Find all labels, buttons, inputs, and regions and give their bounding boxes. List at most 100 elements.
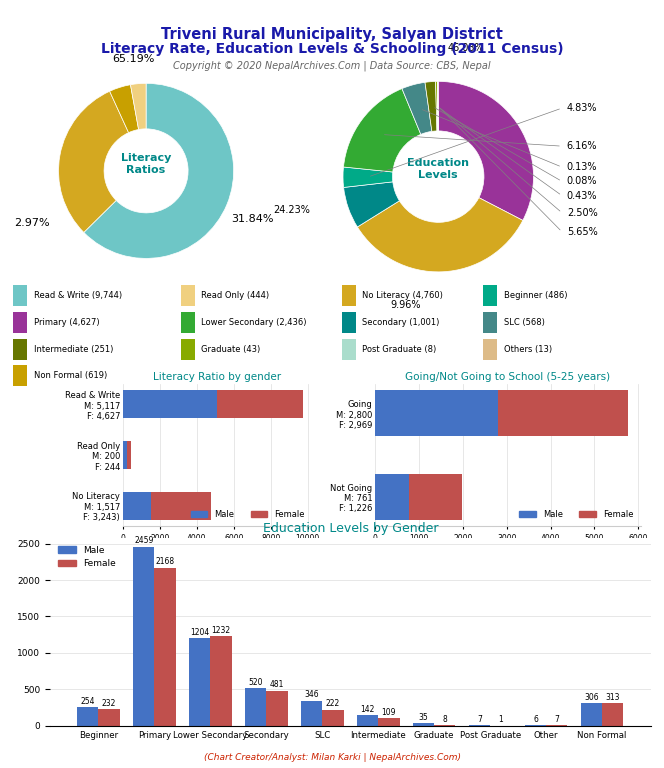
Bar [413,723,434,726]
Text: 9.96%: 9.96% [390,300,421,310]
Bar [154,568,175,726]
Wedge shape [402,82,432,134]
Bar [98,709,120,726]
Bar [378,718,400,726]
Text: 7: 7 [554,715,559,724]
FancyBboxPatch shape [13,285,27,306]
Text: 6: 6 [533,715,538,724]
Text: 232: 232 [102,699,116,707]
FancyBboxPatch shape [483,312,497,333]
Text: Literacy Rate, Education Levels & Schooling (2011 Census): Literacy Rate, Education Levels & School… [101,42,563,56]
Text: Intermediate (251): Intermediate (251) [34,345,113,354]
Bar [123,390,218,419]
Bar [245,688,266,726]
Text: Read & Write (9,744): Read & Write (9,744) [34,291,122,300]
Text: SLC (568): SLC (568) [504,318,544,327]
Text: No Literacy (4,760): No Literacy (4,760) [362,291,443,300]
Text: Post Graduate (8): Post Graduate (8) [362,345,436,354]
FancyBboxPatch shape [181,312,195,333]
Text: 142: 142 [361,705,374,714]
Text: 1232: 1232 [211,626,230,634]
Text: Primary (4,627): Primary (4,627) [34,318,100,327]
Text: 7: 7 [477,715,482,724]
Text: 2.97%: 2.97% [15,218,50,228]
Text: 8: 8 [442,715,448,724]
Text: 2459: 2459 [134,536,153,545]
Text: 24.23%: 24.23% [273,205,309,215]
Text: Triveni Rural Municipality, Salyan District: Triveni Rural Municipality, Salyan Distr… [161,27,503,42]
Wedge shape [58,91,129,233]
Title: Going/Not Going to School (5-25 years): Going/Not Going to School (5-25 years) [406,372,610,382]
Wedge shape [130,84,146,130]
FancyBboxPatch shape [181,285,195,306]
Text: 222: 222 [326,700,340,708]
Text: 481: 481 [270,680,284,690]
Bar [266,690,288,726]
Bar [210,636,232,726]
Wedge shape [343,167,393,187]
Bar [77,707,98,726]
Wedge shape [110,84,139,133]
Title: Education Levels by Gender: Education Levels by Gender [262,522,438,535]
Text: Literacy
Ratios: Literacy Ratios [121,153,171,174]
Text: Beginner (486): Beginner (486) [504,291,567,300]
Wedge shape [343,88,421,172]
Legend: Male, Female: Male, Female [54,542,120,572]
Text: 65.19%: 65.19% [112,54,154,64]
Bar [408,474,462,520]
Wedge shape [344,182,400,227]
Text: Graduate (43): Graduate (43) [201,345,260,354]
Bar [498,390,628,436]
Text: 5.65%: 5.65% [567,227,598,237]
Text: 254: 254 [80,697,95,706]
Title: Literacy Ratio by gender: Literacy Ratio by gender [153,372,282,382]
Legend: Male, Female: Male, Female [187,506,308,522]
FancyBboxPatch shape [13,312,27,333]
Text: (Chart Creator/Analyst: Milan Karki | NepalArchives.Com): (Chart Creator/Analyst: Milan Karki | Ne… [203,753,461,762]
Legend: Male, Female: Male, Female [516,506,637,522]
Text: 1204: 1204 [190,627,209,637]
Bar [151,492,211,520]
Text: 31.84%: 31.84% [232,214,274,224]
Text: 346: 346 [304,690,319,699]
Text: Secondary (1,001): Secondary (1,001) [362,318,440,327]
Bar [123,441,127,469]
Text: Copyright © 2020 NepalArchives.Com | Data Source: CBS, Nepal: Copyright © 2020 NepalArchives.Com | Dat… [173,61,491,71]
Wedge shape [425,81,437,131]
Text: 0.08%: 0.08% [567,177,598,187]
Text: 4.83%: 4.83% [567,103,598,113]
Bar [357,716,378,726]
FancyBboxPatch shape [13,365,27,386]
Text: 0.13%: 0.13% [567,162,598,172]
Bar [375,474,408,520]
Text: 35: 35 [419,713,428,722]
Text: 109: 109 [382,707,396,717]
FancyBboxPatch shape [483,285,497,306]
Text: 1: 1 [499,715,503,724]
Text: 306: 306 [584,694,599,702]
FancyBboxPatch shape [341,285,356,306]
Text: 0.43%: 0.43% [567,190,598,200]
Text: Read Only (444): Read Only (444) [201,291,270,300]
Wedge shape [438,81,533,220]
Bar [301,700,322,726]
Text: Education
Levels: Education Levels [407,158,469,180]
Bar [322,710,343,726]
Bar [602,703,623,726]
Bar [375,390,498,436]
FancyBboxPatch shape [181,339,195,360]
FancyBboxPatch shape [341,339,356,360]
Text: 6.16%: 6.16% [567,141,598,151]
Bar [133,547,154,726]
Bar [218,390,303,419]
Text: 2168: 2168 [155,558,175,567]
FancyBboxPatch shape [483,339,497,360]
Wedge shape [436,81,438,131]
Bar [127,441,131,469]
Wedge shape [84,84,234,258]
Text: 520: 520 [248,677,263,687]
Text: Non Formal (619): Non Formal (619) [34,371,107,380]
Text: Lower Secondary (2,436): Lower Secondary (2,436) [201,318,307,327]
Text: 313: 313 [606,693,620,702]
Bar [581,703,602,726]
